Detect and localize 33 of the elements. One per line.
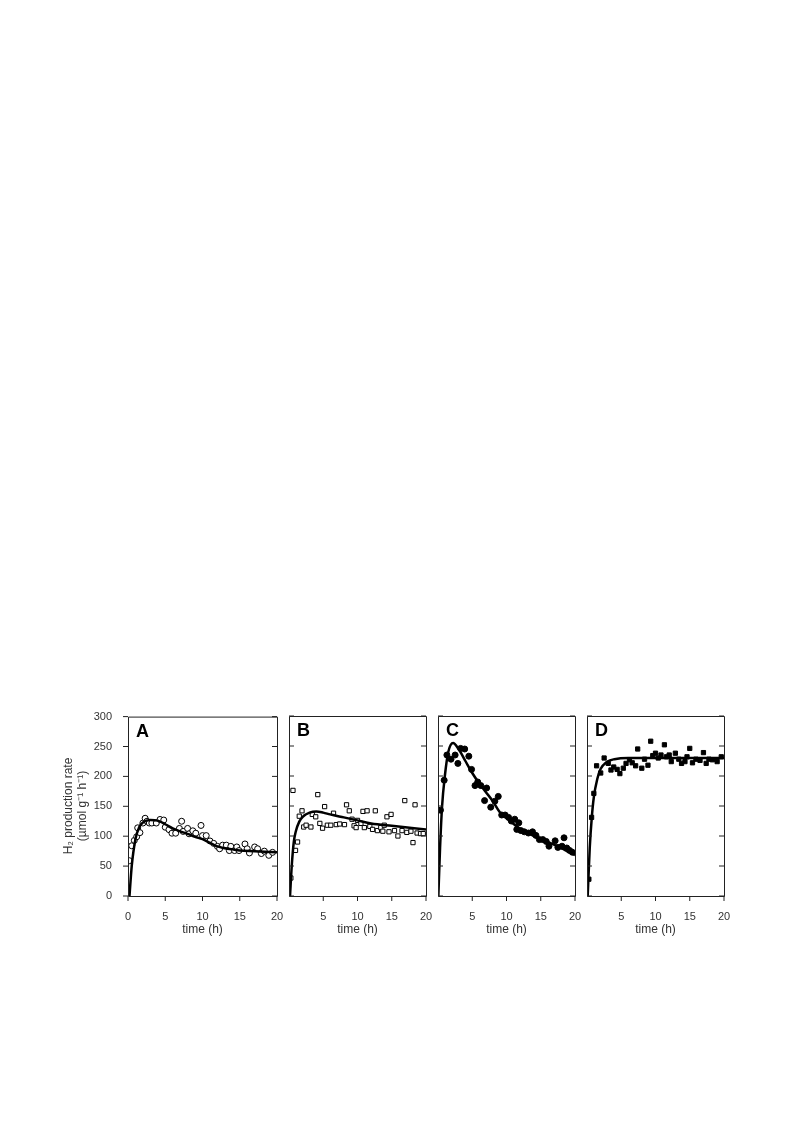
- x-tick-label: 5: [469, 909, 476, 922]
- y-tick-label: 250: [93, 739, 112, 752]
- x-axis-title: time (h): [486, 922, 527, 937]
- x-tick-label: 20: [419, 909, 433, 922]
- y-tick-label: 150: [93, 799, 112, 812]
- y-tick-label: 50: [99, 859, 112, 872]
- x-tick-label: 20: [270, 909, 284, 922]
- x-tick-label: 15: [683, 909, 696, 922]
- x-tick-label: 15: [385, 909, 398, 922]
- y-axis-title: H₂ production rate (µmol g⁻¹ h⁻¹): [61, 756, 89, 857]
- y-tick-label: 100: [93, 829, 112, 842]
- x-tick-label: 5: [162, 909, 169, 922]
- x-tick-label: 5: [618, 909, 625, 922]
- x-tick-label: 20: [717, 909, 731, 922]
- annotation: B: [297, 719, 310, 740]
- annotation: D: [595, 719, 608, 740]
- x-tick-label: 20: [568, 909, 582, 922]
- x-axis-title: time (h): [182, 922, 223, 937]
- x-axis-title: time (h): [337, 922, 378, 937]
- y-tick-label: 200: [93, 769, 112, 782]
- x-tick-label: 15: [534, 909, 547, 922]
- x-axis-title: time (h): [635, 922, 676, 937]
- x-tick-label: 10: [649, 909, 662, 922]
- y-tick-label: 300: [93, 709, 112, 722]
- x-tick-label: 0: [124, 909, 132, 922]
- y-tick-label: 0: [105, 889, 112, 902]
- x-tick-label: 10: [500, 909, 513, 922]
- annotation: A: [136, 720, 149, 741]
- x-tick-label: 15: [233, 909, 246, 922]
- x-tick-label: 10: [351, 909, 364, 922]
- x-tick-label: 10: [196, 909, 209, 922]
- x-tick-label: 5: [320, 909, 327, 922]
- annotation: C: [446, 719, 459, 740]
